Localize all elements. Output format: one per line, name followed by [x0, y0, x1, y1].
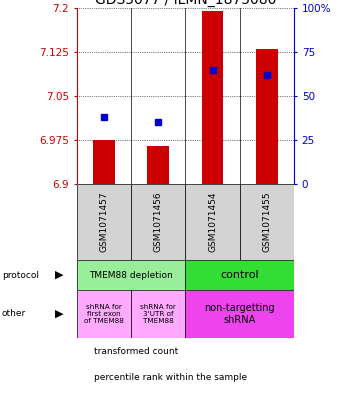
- Text: ▶: ▶: [55, 309, 64, 319]
- Bar: [131, 184, 185, 260]
- Bar: [185, 290, 294, 338]
- Bar: [76, 290, 131, 338]
- Bar: [202, 11, 223, 184]
- Bar: [147, 146, 169, 184]
- Text: TMEM88 depletion: TMEM88 depletion: [89, 271, 173, 279]
- Text: percentile rank within the sample: percentile rank within the sample: [94, 373, 246, 382]
- Bar: [240, 184, 294, 260]
- Text: GSM1071456: GSM1071456: [154, 192, 163, 252]
- Text: ▶: ▶: [55, 270, 64, 280]
- Text: shRNA for
3'UTR of
TMEM88: shRNA for 3'UTR of TMEM88: [140, 304, 176, 324]
- Bar: [76, 184, 131, 260]
- Text: shRNA for
first exon
of TMEM88: shRNA for first exon of TMEM88: [84, 304, 124, 324]
- Bar: [185, 260, 294, 290]
- Bar: [185, 184, 240, 260]
- Text: GSM1071454: GSM1071454: [208, 192, 217, 252]
- Bar: [76, 260, 185, 290]
- Text: non-targetting
shRNA: non-targetting shRNA: [204, 303, 275, 325]
- Text: transformed count: transformed count: [94, 347, 178, 356]
- Text: control: control: [220, 270, 259, 280]
- Bar: [256, 50, 278, 184]
- Text: GSM1071455: GSM1071455: [262, 192, 271, 252]
- Title: GDS5077 / ILMN_1875080: GDS5077 / ILMN_1875080: [95, 0, 276, 7]
- Text: other: other: [2, 309, 26, 318]
- Text: GSM1071457: GSM1071457: [99, 192, 108, 252]
- Bar: [93, 140, 115, 184]
- Bar: [131, 290, 185, 338]
- Text: protocol: protocol: [2, 271, 39, 279]
